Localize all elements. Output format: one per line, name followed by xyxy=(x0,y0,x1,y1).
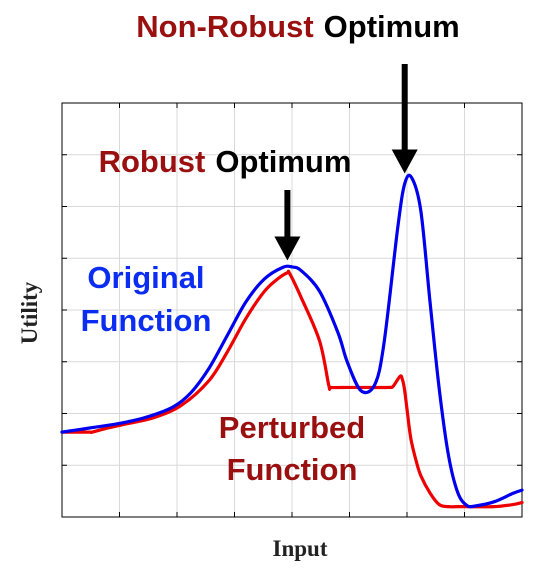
perturbed-function-line xyxy=(60,269,524,509)
annotation-arrows xyxy=(274,64,418,261)
original-function-label-line1: Original xyxy=(87,260,204,295)
nonrobust-annotation: Non-Robust Optimum xyxy=(136,9,459,44)
robust-word-2: Optimum xyxy=(215,144,351,179)
x-axis-title: Input xyxy=(273,536,328,561)
nonrobust-word-1: Non-Robust xyxy=(136,9,313,44)
perturbed-function-label-line2: Function xyxy=(227,452,358,487)
grid xyxy=(62,103,522,517)
original-function-line xyxy=(60,173,524,509)
robust-annotation: Robust Optimum xyxy=(99,144,352,179)
nonrobust-arrow-head xyxy=(391,149,418,174)
perturbed-function-label-line1: Perturbed xyxy=(219,410,365,445)
nonrobust-word-2: Optimum xyxy=(324,9,460,44)
original-function-label-line2: Function xyxy=(81,303,212,338)
robust-word-1: Robust xyxy=(99,144,206,179)
tick-marks xyxy=(62,103,522,517)
series-lines xyxy=(60,173,524,509)
y-axis-title: Utility xyxy=(17,281,42,344)
robust-arrow-head xyxy=(274,236,301,261)
